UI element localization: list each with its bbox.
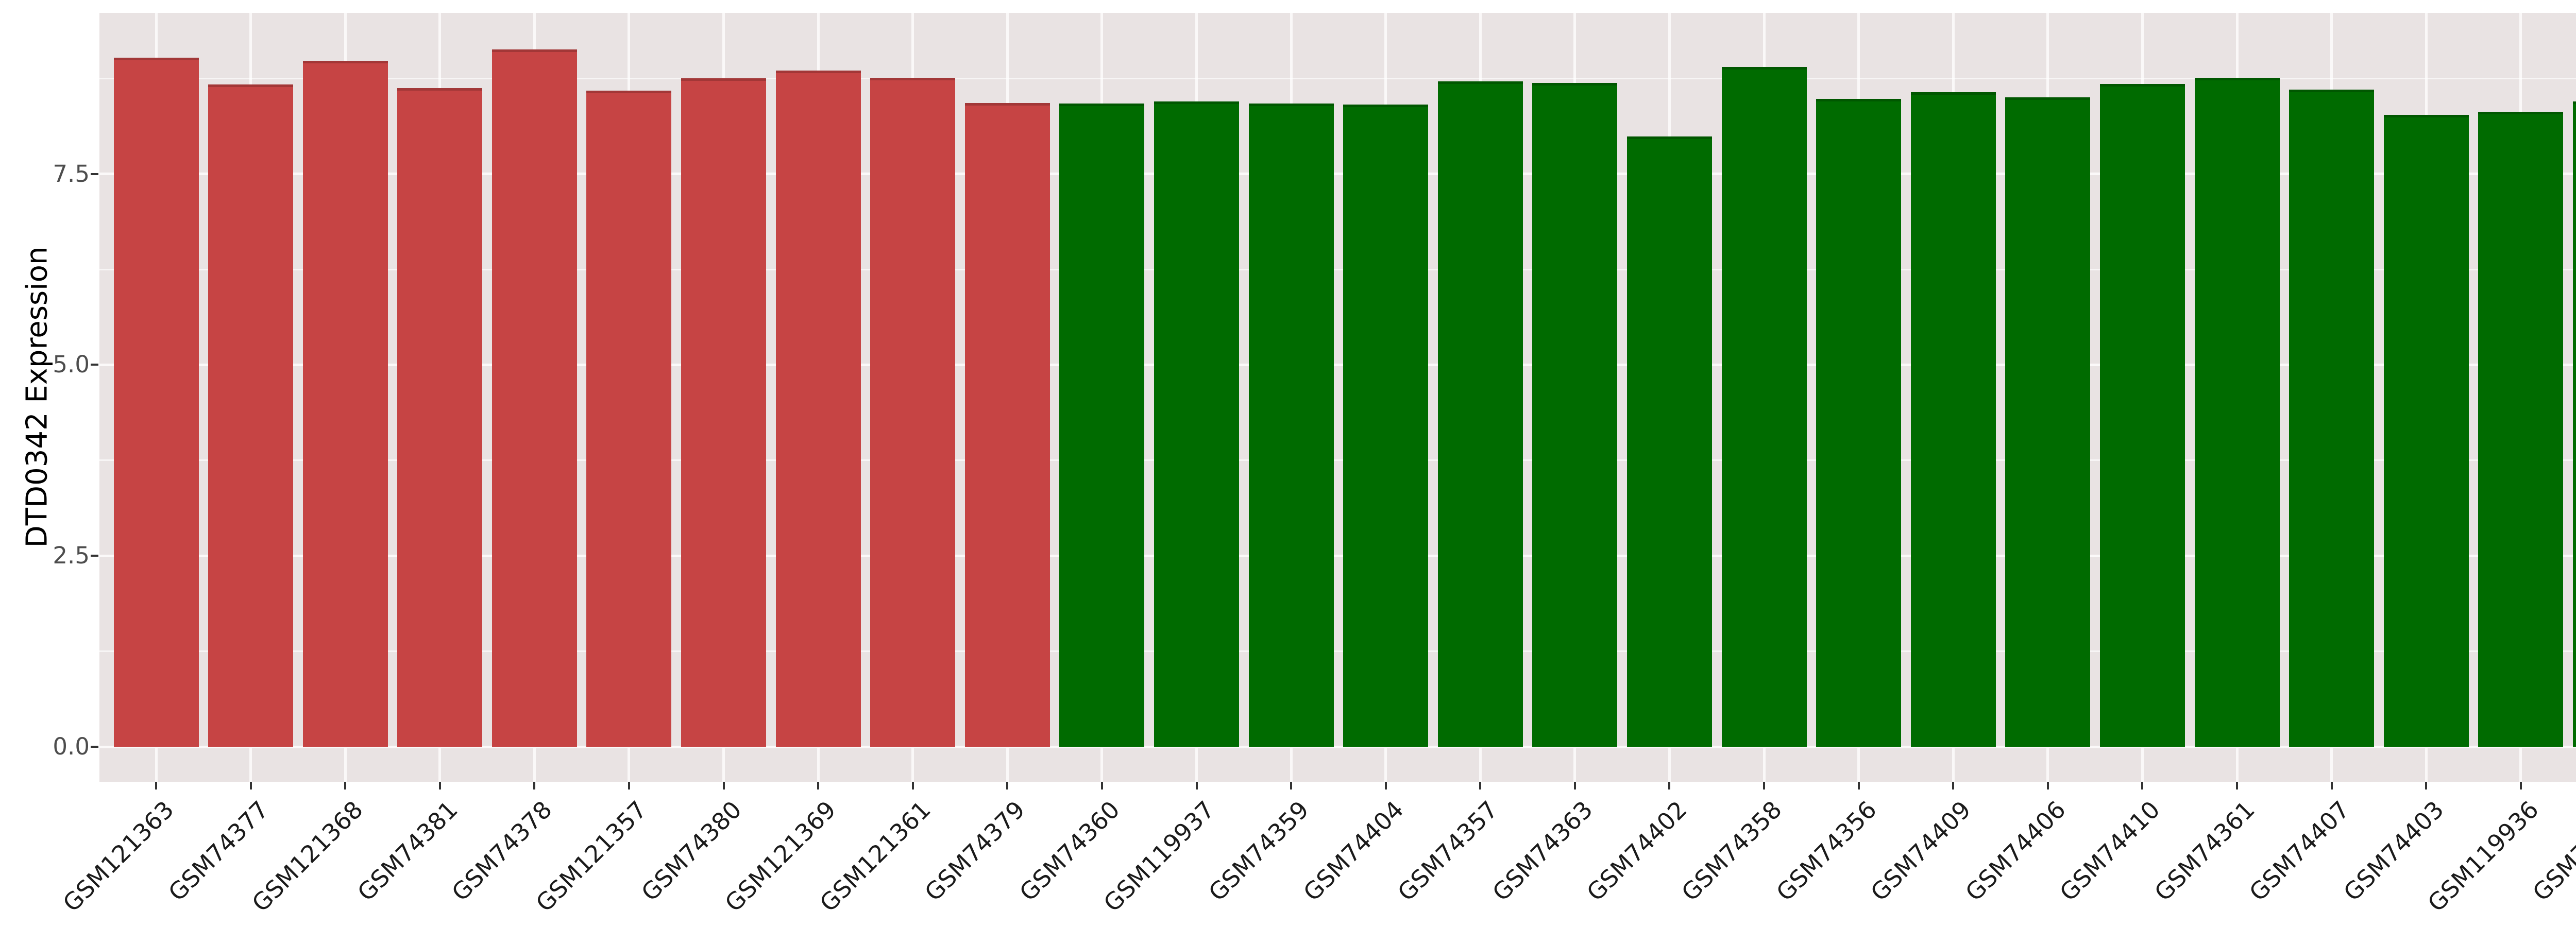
bar <box>2572 101 2576 747</box>
bar <box>113 58 199 747</box>
bar <box>1910 92 1996 747</box>
y-tick-label: 5.0 <box>53 351 90 379</box>
y-tick-label: 0.0 <box>53 733 90 761</box>
major-gridline <box>99 745 2576 748</box>
bar <box>2194 77 2280 747</box>
x-tick-label: GSM74404 <box>1297 795 1409 907</box>
x-tick-label: GSM74359 <box>1203 795 1314 907</box>
minor-gridline <box>99 459 2576 461</box>
y-tick-label: 2.5 <box>53 542 90 570</box>
x-tick-label: GSM74406 <box>1960 795 2071 907</box>
bar <box>1532 83 1618 747</box>
minor-gridline <box>99 77 2576 79</box>
bar <box>964 102 1050 747</box>
major-gridline <box>99 554 2576 557</box>
x-tick-mark <box>249 782 252 789</box>
bar <box>2383 115 2469 747</box>
bar <box>775 71 861 747</box>
x-tick-mark <box>344 782 347 789</box>
x-tick-label: GSM121363 <box>57 795 179 917</box>
bar <box>2289 90 2375 747</box>
x-tick-label: GSM74381 <box>351 795 463 907</box>
x-tick-label: GSM74410 <box>2054 795 2166 907</box>
x-tick-mark <box>2519 782 2522 789</box>
y-axis-title: DTD0342 Expression <box>20 246 54 548</box>
x-tick-label: GSM74402 <box>1581 795 1693 907</box>
bar <box>302 61 388 747</box>
x-tick-mark <box>1290 782 1293 789</box>
x-tick-mark <box>1763 782 1766 789</box>
x-tick-mark <box>2046 782 2049 789</box>
x-tick-label: GSM74409 <box>1865 795 1977 907</box>
plot-panel <box>99 13 2576 782</box>
bar <box>1721 66 1807 747</box>
major-gridline <box>99 173 2576 176</box>
bar <box>870 77 956 747</box>
x-tick-mark <box>2141 782 2144 789</box>
x-tick-mark <box>533 782 536 789</box>
bar <box>2099 83 2185 747</box>
bar <box>1437 81 1523 747</box>
bar <box>1816 99 1902 747</box>
x-tick-mark <box>1573 782 1576 789</box>
x-tick-mark <box>2236 782 2239 789</box>
bar <box>586 90 672 747</box>
x-tick-label: GSM74357 <box>1392 795 1504 907</box>
y-tick-mark <box>91 746 98 748</box>
bar <box>208 84 294 747</box>
bar <box>2005 97 2091 747</box>
minor-gridline <box>99 268 2576 270</box>
x-tick-mark <box>155 782 157 789</box>
y-tick-label: 7.5 <box>53 160 90 187</box>
x-tick-mark <box>911 782 914 789</box>
y-tick-mark <box>91 555 98 557</box>
x-tick-mark <box>1857 782 1860 789</box>
y-tick-mark <box>91 364 98 366</box>
x-tick-mark <box>817 782 820 789</box>
x-tick-mark <box>438 782 441 789</box>
bar <box>681 78 767 747</box>
x-tick-label: GSM74363 <box>1487 795 1598 907</box>
bar <box>1343 104 1429 747</box>
bar <box>492 49 577 747</box>
bar <box>397 88 483 747</box>
x-tick-mark <box>2330 782 2333 789</box>
x-tick-label: GSM74407 <box>2243 795 2355 907</box>
x-tick-mark <box>628 782 630 789</box>
y-tick-mark <box>91 173 98 175</box>
x-tick-mark <box>1952 782 1955 789</box>
x-tick-label: GSM74379 <box>919 795 1031 907</box>
x-tick-mark <box>1384 782 1387 789</box>
bar <box>1059 104 1145 747</box>
bar <box>1154 101 1240 747</box>
x-tick-mark <box>1100 782 1103 789</box>
minor-gridline <box>99 650 2576 653</box>
x-tick-label: GSM74358 <box>1676 795 1787 907</box>
bar <box>1248 104 1334 747</box>
x-tick-label: GSM74361 <box>2149 795 2260 907</box>
x-tick-mark <box>1668 782 1671 789</box>
x-tick-mark <box>2425 782 2428 789</box>
bar <box>1626 136 1712 747</box>
major-gridline <box>99 363 2576 366</box>
bar <box>2478 112 2564 747</box>
x-tick-mark <box>1195 782 1198 789</box>
x-tick-mark <box>1479 782 1482 789</box>
x-tick-label: GSM74356 <box>1770 795 1882 907</box>
x-tick-mark <box>1006 782 1009 789</box>
x-tick-mark <box>722 782 725 789</box>
